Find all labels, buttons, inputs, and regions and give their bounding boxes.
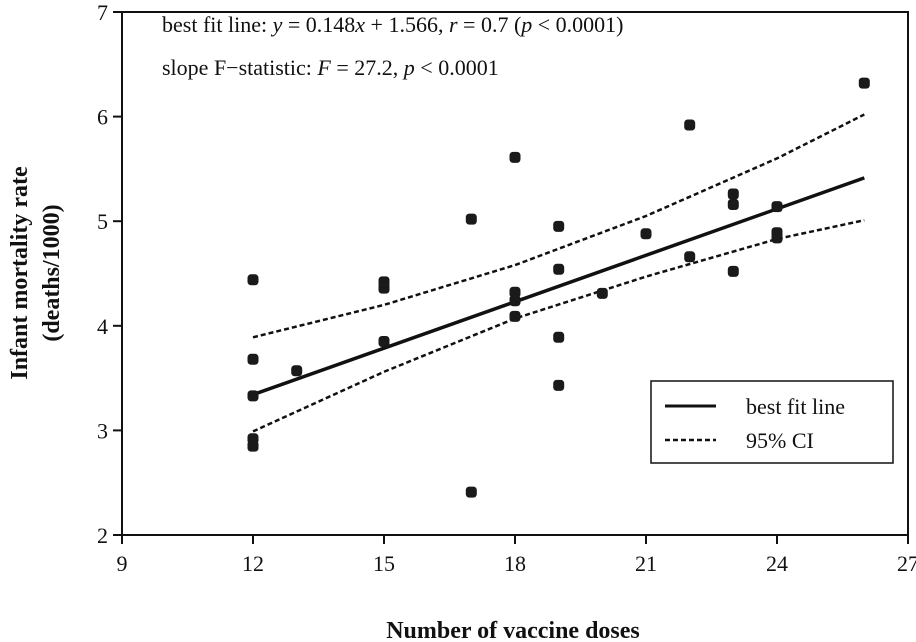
data-point xyxy=(378,282,390,294)
y-tick-label: 3 xyxy=(97,418,108,443)
data-point xyxy=(509,286,521,298)
data-point xyxy=(684,251,696,263)
data-point xyxy=(509,310,521,322)
data-point xyxy=(247,390,259,402)
ci-lower-line xyxy=(252,218,865,433)
data-point xyxy=(378,336,390,347)
annotation-f-statistic: slope F−statistic: F = 27.2, p < 0.0001 xyxy=(162,55,499,80)
x-tick-label: 21 xyxy=(635,551,657,576)
legend: best fit line 95% CI xyxy=(650,380,894,464)
x-tick-label: 27 xyxy=(897,551,916,576)
data-point xyxy=(553,220,565,232)
data-point xyxy=(727,188,739,200)
x-tick-label: 9 xyxy=(117,551,128,576)
data-point xyxy=(553,379,565,391)
y-axis-title-line2: (deaths/1000) xyxy=(39,204,65,341)
data-point xyxy=(247,274,259,286)
y-axis-title-line1: Infant mortality rate xyxy=(7,166,33,380)
data-point xyxy=(291,365,303,377)
data-point xyxy=(771,201,783,213)
data-point xyxy=(509,295,521,307)
y-axis-title: Infant mortality rate (deaths/1000) xyxy=(7,166,65,380)
data-point xyxy=(553,331,565,343)
confidence-interval-lines xyxy=(252,113,865,433)
data-point xyxy=(858,77,870,89)
data-point xyxy=(465,213,477,225)
data-point xyxy=(727,199,739,210)
y-tick-label: 2 xyxy=(97,523,108,548)
best-fit-line xyxy=(252,176,865,397)
data-point xyxy=(727,265,739,277)
best-fit-line-group xyxy=(252,176,865,397)
legend-box xyxy=(650,380,894,464)
ci-upper-line xyxy=(252,113,865,339)
y-tick-label: 5 xyxy=(97,209,108,234)
data-point xyxy=(465,486,477,498)
y-tick-label: 6 xyxy=(97,105,108,130)
data-point xyxy=(596,287,608,299)
y-tick-label: 4 xyxy=(97,314,108,339)
data-point xyxy=(509,151,521,163)
y-axis-ticks: 2 3 4 5 6 7 xyxy=(97,0,122,548)
x-axis-title: Number of vaccine doses xyxy=(386,618,640,642)
x-tick-label: 12 xyxy=(242,551,264,576)
data-point xyxy=(247,353,259,365)
legend-label-best-fit: best fit line xyxy=(746,394,845,419)
data-point xyxy=(247,440,259,452)
data-point xyxy=(640,228,652,240)
x-axis-ticks: 9 12 15 18 21 24 27 xyxy=(117,535,916,576)
data-point xyxy=(771,232,783,244)
annotation-regression: best fit line: y = 0.148x + 1.566, r = 0… xyxy=(162,12,624,37)
data-point xyxy=(553,263,565,275)
data-point xyxy=(684,119,696,131)
y-tick-label: 7 xyxy=(97,0,108,25)
data-points xyxy=(247,77,870,498)
x-tick-label: 15 xyxy=(373,551,395,576)
legend-label-ci: 95% CI xyxy=(746,428,814,453)
x-tick-label: 24 xyxy=(766,551,788,576)
x-tick-label: 18 xyxy=(504,551,526,576)
